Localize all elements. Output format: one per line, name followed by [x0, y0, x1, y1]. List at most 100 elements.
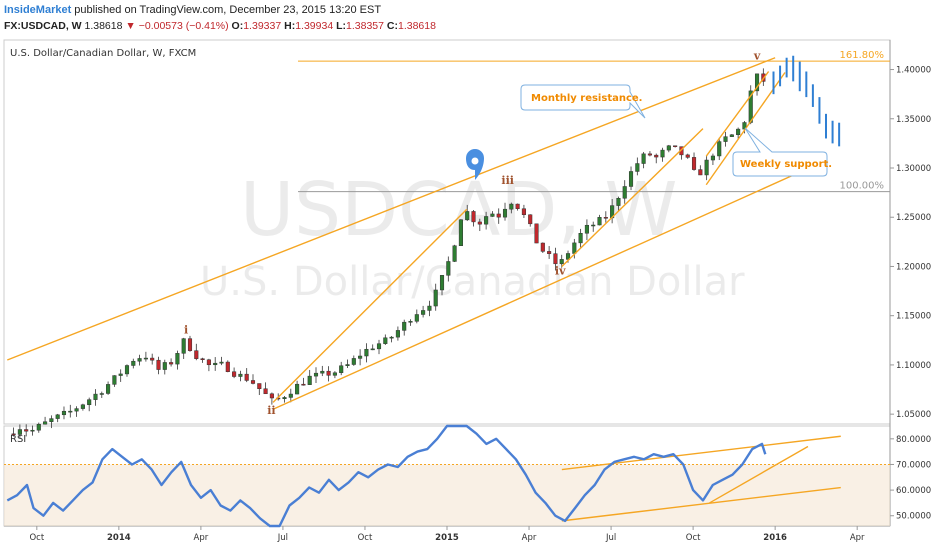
- candle-body: [320, 370, 325, 374]
- candle-body: [358, 355, 363, 359]
- price-tick-label: 1.40000: [896, 66, 931, 76]
- change-arrow: ▼: [125, 20, 136, 32]
- callout-monthly-resistance[interactable]: Monthly resistance.: [520, 84, 646, 119]
- candle-body: [36, 424, 41, 431]
- candle-body: [389, 336, 394, 339]
- candle-body: [244, 373, 249, 381]
- candle-body: [364, 348, 369, 357]
- projection-bars: [772, 55, 841, 147]
- candle-body: [540, 242, 545, 252]
- candle-body: [99, 393, 104, 395]
- candle-body: [332, 372, 337, 376]
- rsi-trendline: [709, 445, 809, 504]
- candle-body: [200, 358, 205, 360]
- candle-body: [509, 203, 514, 210]
- candle-body: [597, 217, 602, 226]
- candle-body: [24, 429, 29, 432]
- rsi-tick-label: 60.0000: [896, 486, 931, 496]
- publisher-name[interactable]: InsideMarket: [4, 4, 72, 16]
- candle-body: [250, 380, 256, 384]
- candle-body: [49, 418, 54, 422]
- candle-body: [729, 134, 734, 137]
- candle-body: [496, 213, 501, 218]
- rsi-series: [6, 424, 767, 528]
- candle-body: [641, 153, 646, 164]
- candle-body: [591, 224, 596, 227]
- candle-body: [666, 145, 671, 151]
- candle-body: [295, 383, 300, 395]
- candle-body: [685, 154, 690, 158]
- candle-body: [736, 128, 741, 135]
- candle-body: [339, 365, 344, 373]
- candle-body: [458, 219, 463, 246]
- open-label: O:: [231, 20, 244, 32]
- price-change: −0.00573 (−0.41%): [138, 20, 229, 32]
- candle-body: [112, 375, 117, 385]
- candle-body: [433, 289, 438, 307]
- price-trendline: [705, 71, 770, 157]
- candle-body: [421, 310, 426, 315]
- candle-body: [80, 404, 85, 409]
- time-tick-label: Jul: [605, 533, 616, 543]
- callout-text: Weekly support.: [740, 159, 832, 170]
- signal-marker[interactable]: [466, 149, 484, 180]
- rsi-tick-label: 50.0000: [896, 512, 931, 522]
- fib-level-label: 161.80%: [840, 50, 885, 61]
- candle-body: [124, 365, 130, 375]
- wave-label: iv: [555, 264, 566, 277]
- candle-body: [408, 321, 413, 323]
- price-tick-label: 1.30000: [896, 164, 931, 174]
- candle-body: [647, 153, 652, 156]
- candle-body: [150, 357, 155, 361]
- time-tick-label: 2016: [763, 533, 787, 543]
- rsi-title: RSI: [10, 434, 26, 445]
- time-tick-label: Oct: [686, 533, 701, 543]
- candle-body: [660, 149, 665, 158]
- candle-body: [717, 141, 722, 157]
- candle-body: [313, 372, 319, 377]
- wave-label: iii: [501, 174, 514, 187]
- candle-body: [169, 362, 174, 365]
- ohlc-line: FX:USDCAD, W 1.38618 ▼ −0.00573 (−0.41%)…: [4, 19, 436, 33]
- rsi-tick-label: 70.0000: [896, 460, 931, 470]
- candle-body: [654, 154, 659, 158]
- candle-body: [534, 223, 539, 244]
- chart-header: InsideMarket published on TradingView.co…: [0, 0, 932, 36]
- low-label: L:: [336, 20, 347, 32]
- publish-line: InsideMarket published on TradingView.co…: [4, 3, 381, 17]
- candle-body: [61, 410, 67, 416]
- watermark-symbol: USDCAD, W: [240, 167, 678, 253]
- candle-body: [181, 338, 186, 354]
- candle-body: [257, 383, 262, 389]
- candle-body: [402, 321, 407, 331]
- candle-body: [68, 410, 73, 413]
- candle-body: [414, 314, 419, 322]
- price-trendline: [272, 175, 792, 410]
- candle-body: [427, 305, 432, 311]
- candle-body: [471, 211, 476, 223]
- time-tick-label: Apr: [850, 533, 865, 543]
- rsi-tick-label: 80.0000: [896, 435, 931, 445]
- candle-body: [383, 337, 388, 344]
- candle-body: [194, 350, 199, 359]
- candle-body: [584, 224, 589, 234]
- candle-body: [269, 393, 274, 399]
- candle-body: [206, 359, 211, 366]
- close-value: 1.38618: [398, 20, 436, 32]
- candle-body: [301, 383, 306, 386]
- candle-body: [477, 221, 482, 225]
- rsi-line: [6, 424, 767, 528]
- time-tick-label: Apr: [522, 533, 537, 543]
- candle-body: [263, 388, 268, 395]
- candle-body: [559, 259, 564, 265]
- callout-weekly-support[interactable]: Weekly support.: [732, 127, 832, 177]
- candle-body: [490, 213, 495, 217]
- candle-body: [547, 251, 552, 254]
- axis-layer: 1.05000 1.10000 1.15000 1.20000 1.25000 1.300…: [29, 66, 931, 543]
- candle-body: [156, 359, 161, 370]
- time-tick-label: Apr: [194, 533, 209, 543]
- candle-body: [754, 73, 760, 92]
- candle-body: [553, 253, 558, 265]
- price-chart-title: U.S. Dollar/Canadian Dollar, W, FXCM: [10, 48, 196, 59]
